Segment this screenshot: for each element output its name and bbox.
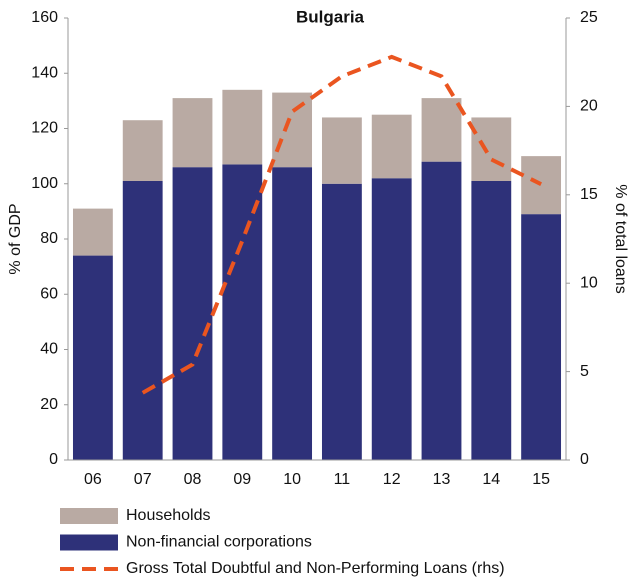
y2-tick-label: 0 [580, 451, 589, 468]
x-tick-label: 12 [383, 471, 401, 488]
bar [321, 183, 362, 460]
bar [521, 214, 562, 460]
y-tick-label: 20 [40, 396, 58, 413]
y-tick-label: 40 [40, 341, 58, 358]
x-tick-label: 06 [84, 471, 102, 488]
bar [421, 98, 462, 162]
legend-swatch [60, 534, 118, 551]
bar [421, 161, 462, 460]
legend-label: Gross Total Doubtful and Non-Performing … [126, 560, 505, 577]
y2-tick-label: 10 [580, 274, 598, 291]
y2-tick-label: 20 [580, 98, 598, 115]
x-tick-label: 14 [482, 471, 500, 488]
bar [72, 208, 113, 256]
line-series [141, 54, 542, 395]
bar [222, 164, 263, 460]
y-tick-label: 120 [31, 120, 58, 137]
y2-axis-label: % of total loans [612, 184, 629, 293]
bar [471, 117, 512, 181]
legend-label: Households [126, 507, 211, 524]
bar [521, 156, 562, 215]
x-tick-label: 11 [334, 471, 351, 488]
y2-tick-label: 15 [580, 186, 598, 203]
bar [371, 178, 412, 460]
bar [321, 117, 362, 184]
y-tick-label: 100 [31, 175, 58, 192]
bar [172, 167, 213, 461]
x-tick-label: 13 [433, 471, 451, 488]
x-tick-label: 10 [283, 471, 301, 488]
y-tick-label: 140 [31, 64, 58, 81]
bar [371, 114, 412, 179]
bar [272, 167, 313, 461]
bar [122, 120, 163, 181]
x-tick-label: 09 [233, 471, 251, 488]
y-axis-label: % of GDP [7, 203, 24, 274]
bar [72, 255, 113, 460]
bar [471, 180, 512, 461]
legend-swatch [60, 508, 118, 524]
y-tick-label: 160 [31, 9, 58, 26]
bar [272, 92, 313, 168]
bar [122, 180, 163, 461]
legend-label: Non-financial corporations [126, 534, 312, 551]
y2-tick-label: 25 [580, 9, 598, 26]
y-tick-label: 80 [40, 230, 58, 247]
y2-tick-label: 5 [580, 363, 589, 380]
bar [172, 98, 213, 168]
x-tick-label: 08 [184, 471, 202, 488]
bar [222, 89, 263, 165]
x-tick-label: 15 [532, 471, 550, 488]
y-tick-label: 0 [49, 451, 58, 468]
y-tick-label: 60 [40, 285, 58, 302]
x-tick-label: 07 [134, 471, 152, 488]
chart-title: Bulgaria [296, 7, 365, 26]
